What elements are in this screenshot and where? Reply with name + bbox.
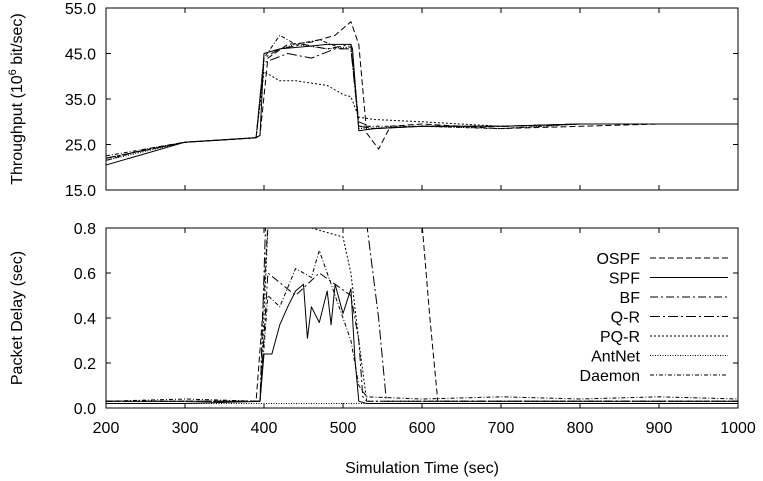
x-tick-label: 1000 <box>720 420 756 437</box>
throughput-series-spf <box>106 43 738 166</box>
throughput-series-antnet <box>106 43 738 161</box>
legend-label-antnet: AntNet <box>591 349 640 366</box>
x-tick-label: 500 <box>330 420 357 437</box>
throughput-y-tick-label: 45.0 <box>65 47 96 64</box>
throughput-y-tick-label: 15.0 <box>65 183 96 200</box>
throughput-series-ospf <box>106 21 738 161</box>
throughput-y-label-tail: bit/sec) <box>9 13 26 69</box>
throughput-y-label-base: Throughput (10 <box>9 75 26 185</box>
throughput-series-bf <box>106 43 738 159</box>
legend-label-q-r: Q-R <box>611 310 640 327</box>
throughput-series-daemon <box>106 34 738 157</box>
throughput-y-tick-label: 35.0 <box>65 92 96 109</box>
throughput-plot-frame <box>105 7 739 191</box>
legend-label-spf: SPF <box>609 271 640 288</box>
delay-x-ticks: 200 300 400 500 600 700 800 900 1000 <box>93 420 756 437</box>
throughput-series-group <box>106 21 738 166</box>
x-tick-label: 700 <box>488 420 515 437</box>
legend-label-daemon: Daemon <box>580 368 640 385</box>
x-tick-label: 800 <box>567 420 594 437</box>
legend-label-ospf: OSPF <box>596 251 640 268</box>
x-tick-label: 400 <box>251 420 278 437</box>
x-tick-label: 300 <box>172 420 199 437</box>
delay-y-ticks: 0.0 0.2 0.4 0.6 0.8 <box>74 221 739 418</box>
delay-y-axis-label: Packet Delay (sec) <box>9 251 26 385</box>
throughput-y-tick-label: 25.0 <box>65 138 96 155</box>
delay-y-tick-label: 0.0 <box>74 401 96 418</box>
delay-y-tick-label: 0.4 <box>74 311 96 328</box>
x-tick-label: 600 <box>409 420 436 437</box>
throughput-series-pq-r <box>106 71 738 159</box>
legend-label-pq-r: PQ-R <box>600 329 640 346</box>
delay-y-tick-label: 0.8 <box>74 221 96 238</box>
legend-label-bf: BF <box>620 290 641 307</box>
throughput-series-q-r <box>106 48 738 159</box>
delay-y-tick-label: 0.6 <box>74 266 96 283</box>
throughput-y-axis-label: Throughput (106 bit/sec) <box>7 13 26 185</box>
throughput-y-tick-label: 55.0 <box>65 1 96 18</box>
throughput-panel: 15.0 25.0 35.0 45.0 55.0 Throughput (106 bit… <box>7 1 739 200</box>
delay-y-tick-label: 0.2 <box>74 356 96 373</box>
x-tick-label: 200 <box>93 420 120 437</box>
throughput-y-ticks: 15.0 25.0 35.0 45.0 55.0 <box>65 1 739 200</box>
delay-series-pq-r <box>106 228 738 402</box>
x-tick-label: 900 <box>646 420 673 437</box>
legend-background <box>548 243 733 383</box>
delay-panel: 0.0 0.2 0.4 0.6 0.8 200 300 400 500 600 700 800 900… <box>9 221 756 477</box>
legend: OSPF SPF BF Q-R PQ-R AntNet Daemon <box>548 243 733 385</box>
x-axis-label: Simulation Time (sec) <box>345 460 499 477</box>
throughput-y-label-exponent: 6 <box>7 69 19 75</box>
